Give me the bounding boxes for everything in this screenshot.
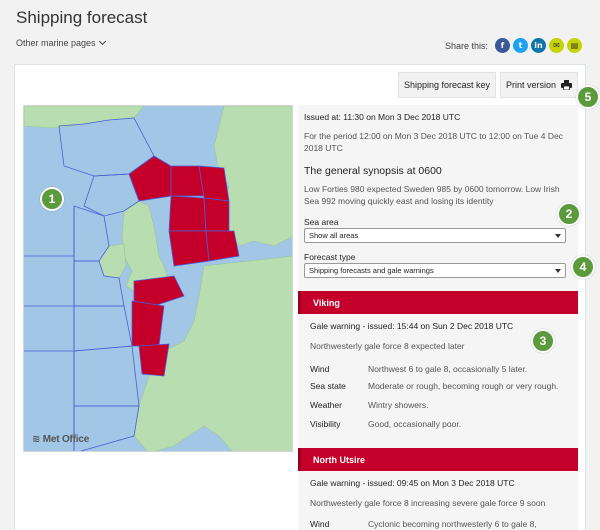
area-plymouth [131,300,165,347]
boundary-trafalgar [73,405,140,451]
facebook-icon[interactable]: f [495,38,510,53]
row-key: Sea state [310,381,346,391]
boundary-west-lines [24,255,74,352]
select-arrow-icon [555,269,561,273]
key-button-label: Shipping forecast key [403,80,491,90]
row-value: Wintry showers. [368,400,429,410]
area-header-viking[interactable]: Viking [298,291,578,314]
twitter-icon[interactable]: t [513,38,528,53]
area-forties [168,195,207,232]
print-button-label: Print version [505,80,557,90]
forecast-row-weather: Weather Wintry showers. [310,400,572,410]
row-value: Moderate or rough, becoming rough or ver… [368,381,559,391]
chevron-down-icon [98,37,106,46]
row-value: Good, occasionally poor. [368,419,462,429]
boundary-rockall [73,205,110,262]
forecast-row-visibility: Visibility Good, occasionally poor. [310,419,572,429]
area-north-utsire [198,165,230,202]
forecast-period: For the period 12:00 on Mon 3 Dec 2018 U… [304,131,563,153]
boundary-faeroes [83,173,140,217]
map-svg [24,106,292,451]
badge-4: 4 [571,255,595,279]
forecast-type-select[interactable]: Shipping forecasts and gale warnings [304,263,566,278]
forecast-container: Shipping forecast key Print version [14,64,600,530]
area-thames [133,275,185,307]
row-key: Wind [310,519,330,529]
forecast-panel: Issued at: 11:30 on Mon 3 Dec 2018 UTC F… [298,105,578,530]
forecast-row-sea-state: Sea state Moderate or rough, becoming rou… [310,381,572,391]
shipping-forecast-key-button[interactable]: Shipping forecast key [398,72,496,98]
row-key: Weather [310,400,342,410]
synopsis-title: The general synopsis at 0600 [304,165,442,177]
linkedin-icon[interactable]: in [531,38,546,53]
gale-warning-text: Northwesterly gale force 8 expected late… [310,341,465,351]
met-office-logo: ≋ Met Office [32,434,90,445]
area-german-bight [205,230,240,262]
land-europe [133,255,292,451]
page-title: Shipping forecast [16,8,148,27]
other-pages-label: Other marine pages [16,38,96,48]
document-icon[interactable]: ▤ [567,38,582,53]
gale-warning-issued: Gale warning - issued: 15:44 on Sun 2 De… [310,321,514,331]
row-key: Wind [310,364,330,374]
forecast-type-label: Forecast type [304,252,356,262]
land-iceland [24,106,145,129]
share-label: Share this: [444,40,488,51]
shipping-areas-map[interactable]: ≋ Met Office [23,105,293,452]
gale-warning-issued: Gale warning - issued: 09:45 on Mon 3 De… [310,478,515,488]
select-arrow-icon [555,234,561,238]
boundary-fitzroy [73,345,140,407]
area-dogger [168,230,210,267]
sea-area-select[interactable]: Show all areas [304,228,566,243]
area-boundaries [24,117,155,451]
print-version-button[interactable]: Print version [500,72,578,98]
badge-5: 5 [576,85,600,109]
other-marine-pages-dropdown[interactable]: Other marine pages [16,37,106,48]
share-bar: Share this: f t in ✉ ▤ [445,38,582,53]
warning-areas [128,155,240,377]
area-header-north-utsire[interactable]: North Utsire [298,448,578,471]
badge-3: 3 [531,329,555,353]
forecast-type-value: Shipping forecasts and gale warnings [309,266,434,275]
synopsis-text: Low Forties 980 expected Sweden 985 by 0… [304,184,560,206]
boundary-sole [73,305,133,352]
badge-2: 2 [557,202,581,226]
area-fisher [203,197,230,232]
gale-warning-text: Northwesterly gale force 8 increasing se… [310,498,546,508]
area-fair-isle [128,155,172,202]
forecast-row-wind: Wind Northwest 6 to gale 8, occasionally … [310,364,572,374]
boundary-southeast-iceland [58,117,155,177]
row-key: Visibility [310,419,341,429]
email-icon[interactable]: ✉ [549,38,564,53]
forecast-row-wind: Wind Cyclonic becoming northwesterly 6 to… [310,519,572,529]
badge-1: 1 [40,187,64,211]
area-biscay [138,343,170,377]
issued-time: Issued at: 11:30 on Mon 3 Dec 2018 UTC [304,112,461,122]
land [24,106,292,451]
row-value: Cyclonic becoming northwesterly 6 to gal… [368,519,537,529]
sea-area-label: Sea area [304,217,339,227]
printer-icon [561,80,573,90]
sea-area-value: Show all areas [309,231,359,240]
row-value: Northwest 6 to gale 8, occasionally 5 la… [368,364,528,374]
area-viking [170,165,205,197]
